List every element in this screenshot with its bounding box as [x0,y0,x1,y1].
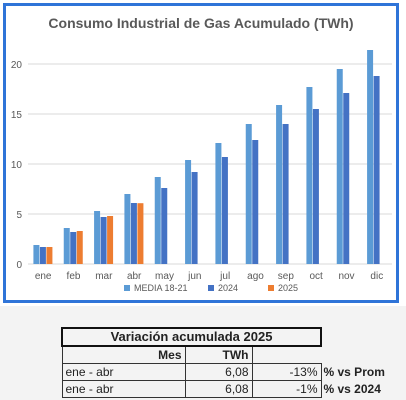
legend-swatch [208,285,214,291]
legend-swatch [124,285,130,291]
x-tick-label: feb [67,271,81,282]
bar [215,143,222,264]
y-tick-label: 15 [11,110,23,121]
legend-swatch [268,285,274,291]
y-tick-label: 0 [16,260,22,271]
bar [154,177,161,264]
bar [367,50,374,264]
row-label: % vs 2024 [320,380,388,398]
x-tick-label: oct [309,271,323,282]
bar [245,124,252,264]
bar [276,105,283,264]
x-tick-label: mar [95,271,113,282]
bar [161,188,168,264]
y-tick-label: 5 [16,210,22,221]
bar [312,109,319,264]
row-period: ene - abr [61,380,186,398]
bar [343,93,350,264]
table-title: Variación acumulada 2025 [61,327,322,347]
bar [282,124,289,264]
x-tick-label: jul [219,271,230,282]
x-tick-label: abr [127,271,142,282]
bar [306,87,313,264]
bar [39,247,46,264]
x-tick-label: jun [187,271,201,282]
row-label: % vs Prom [320,363,388,381]
legend-label: 2024 [218,283,238,293]
variation-table: Variación acumulada 2025 Mes TWh ene - a… [61,327,388,398]
bar [46,247,53,264]
chart-title: Consumo Industrial de Gas Acumulado (TWh… [48,15,353,31]
bar [373,76,380,264]
legend-label: 2025 [278,283,298,293]
bar [107,216,114,264]
row-twh: 6,08 [184,363,253,381]
y-tick-label: 10 [11,160,23,171]
bar [63,228,70,264]
x-tick-label: may [155,271,174,282]
bar [185,160,192,264]
header-mes: Mes [61,345,186,364]
table-row: ene - abr 6,08 -13% % vs Prom [61,363,388,381]
x-tick-label: nov [338,271,354,282]
bar [124,194,131,264]
x-tick-label: ago [247,271,264,282]
x-tick-label: sep [278,271,295,282]
bar [94,211,101,264]
row-twh: 6,08 [184,380,253,398]
bar [137,203,144,264]
y-tick-label: 20 [11,60,23,71]
row-period: ene - abr [61,363,186,381]
bar [76,231,83,264]
bar [130,203,137,264]
bar [336,69,343,264]
bar [33,245,40,264]
row-pct: -1% [251,380,322,398]
bar [252,140,259,264]
x-tick-label: dic [370,271,383,282]
bar [191,172,198,264]
chart: Consumo Industrial de Gas Acumulado (TWh… [11,15,392,293]
table-row: ene - abr 6,08 -1% % vs 2024 [61,380,388,398]
x-tick-label: ene [35,271,52,282]
header-twh: TWh [184,345,253,364]
bar [70,232,77,264]
bar [221,157,228,264]
chart-frame: Consumo Industrial de Gas Acumulado (TWh… [3,3,399,303]
legend-label: MEDIA 18-21 [134,283,188,293]
row-pct: -13% [251,363,322,381]
bar [100,217,107,264]
